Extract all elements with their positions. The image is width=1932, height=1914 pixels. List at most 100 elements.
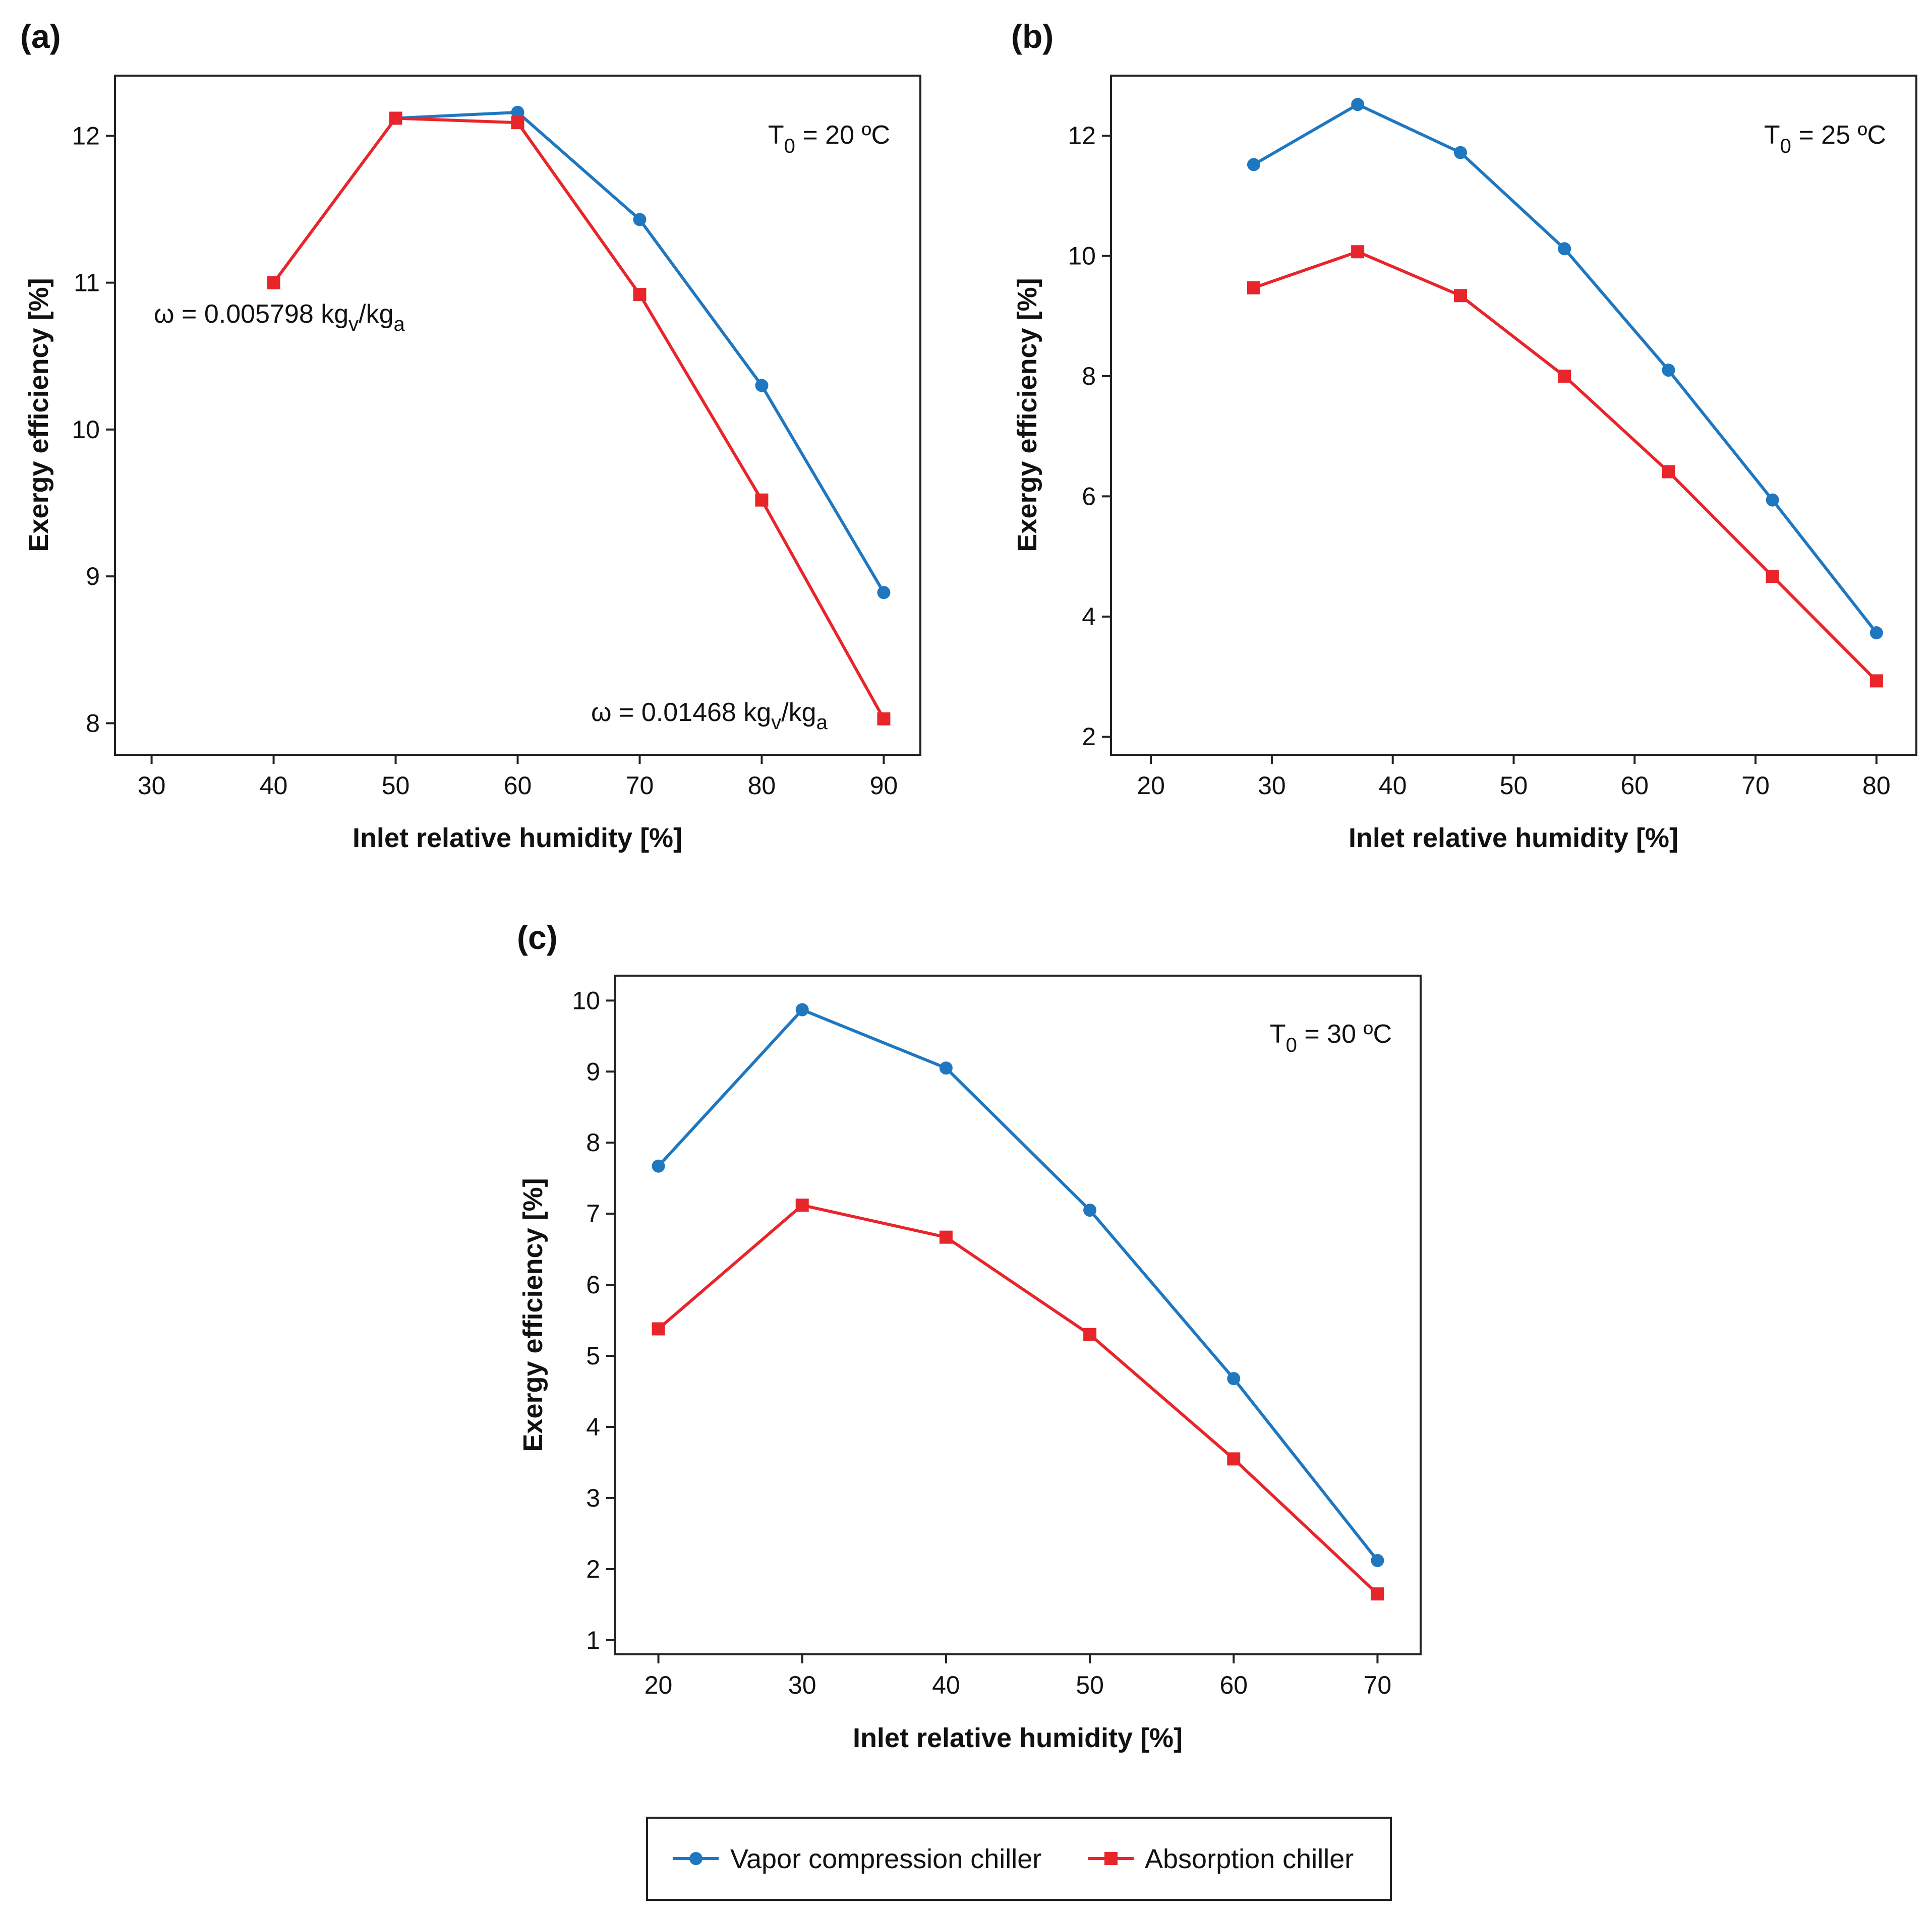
point-b-absorption-4 [1662,465,1675,478]
x-tick-label-c-70: 70 [1364,1671,1392,1699]
temperature-annotation-a: T0 = 20 ºC [768,121,890,157]
series-markers-a [267,105,891,726]
y-tick-label-c-2: 2 [586,1555,600,1583]
y-tick-label-c-3: 3 [586,1484,600,1512]
point-a-absorption-2 [511,116,524,130]
series-lines-a [272,110,886,720]
legend: Vapor compression chiller Absorption chi… [646,1817,1392,1901]
y-tick-label-b-2: 2 [1082,723,1096,751]
panel-label-b: (b) [1011,18,1053,55]
point-b-vapor-3 [1558,242,1571,256]
point-c-vapor-3 [1083,1204,1097,1217]
plot-frame-c [614,975,1422,1655]
point-a-absorption-1 [389,111,402,125]
x-tick-label-c-20: 20 [645,1671,673,1699]
omega-high-annotation: ω = 0.01468 kgv/kga [591,698,828,734]
temperature-annotation-b: T0 = 25 ºC [1764,121,1886,157]
panel-b: (b) 20 30 40 50 60 70 80 2 4 6 8 10 12 Inlet relativ… [1011,18,1917,853]
series-line-a-absorption [272,116,886,720]
series-line-c-vapor [657,1008,1379,1562]
x-tick-label-b-80: 80 [1862,771,1891,800]
legend-vapor-label: Vapor compression chiller [730,1844,1041,1874]
y-axis-title-b: Exergy efficiency [%] [1012,278,1042,552]
legend-box [646,1817,1392,1901]
point-c-vapor-0 [652,1159,665,1173]
y-tick-label-c-8: 8 [586,1128,600,1157]
series-markers-b [1247,98,1883,688]
x-tick-label-b-50: 50 [1500,771,1528,800]
point-b-absorption-5 [1766,569,1779,583]
point-c-absorption-4 [1227,1452,1241,1466]
point-b-absorption-2 [1453,289,1467,303]
x-axis-title-c: Inlet relative humidity [%] [853,1723,1183,1753]
y-tick-label-c-10: 10 [572,986,600,1014]
x-tick-label-c-40: 40 [932,1671,960,1699]
panel-label-c: (c) [517,919,558,956]
series-line-b-vapor [1253,103,1878,634]
x-tick-label-a-80: 80 [748,771,776,800]
panel-a: (a) 30 40 50 60 70 80 90 8 9 10 11 12 Inlet relativ… [20,18,921,853]
y-tick-label-b-6: 6 [1082,482,1096,510]
x-tick-label-b-60: 60 [1620,771,1649,800]
point-c-absorption-0 [652,1322,665,1336]
y-tick-label-c-7: 7 [586,1200,600,1228]
temperature-annotation-c: T0 = 30 ºC [1270,1020,1392,1056]
omega-low-annotation: ω = 0.005798 kgv/kga [154,300,405,335]
y-tick-label-c-6: 6 [586,1271,600,1299]
point-c-absorption-2 [939,1230,953,1244]
plot-frame-b [1110,75,1917,756]
y-tick-label-b-12: 12 [1068,122,1096,150]
series-lines-c [657,1008,1379,1595]
x-tick-label-a-60: 60 [504,771,532,800]
point-c-vapor-2 [939,1061,953,1075]
x-tick-label-b-20: 20 [1137,771,1165,800]
y-tick-label-a-9: 9 [86,562,100,590]
point-a-absorption-5 [877,712,891,726]
series-lines-b [1253,103,1878,682]
y-tick-label-b-4: 4 [1082,603,1096,631]
x-tick-label-a-90: 90 [870,771,898,800]
point-a-vapor-3 [755,379,769,392]
x-tick-label-c-30: 30 [788,1671,816,1699]
x-tick-label-a-30: 30 [138,771,166,800]
point-c-vapor-4 [1227,1372,1241,1386]
point-b-absorption-6 [1869,674,1883,688]
y-tick-label-a-11: 11 [74,269,100,297]
x-tick-label-b-40: 40 [1379,771,1407,800]
series-line-b-absorption [1253,250,1878,682]
point-b-absorption-1 [1351,245,1365,259]
y-tick-label-b-8: 8 [1082,362,1096,390]
legend-absorption-marker [1104,1852,1118,1865]
x-tick-label-c-60: 60 [1219,1671,1248,1699]
y-tick-label-a-10: 10 [72,415,100,444]
series-line-a-vapor [395,110,885,593]
point-a-absorption-4 [755,493,769,507]
point-a-absorption-3 [633,287,647,301]
x-tick-label-b-30: 30 [1258,771,1286,800]
x-axis-title-b: Inlet relative humidity [%] [1349,823,1678,853]
y-tick-label-c-4: 4 [586,1413,600,1441]
point-a-absorption-0 [267,276,280,289]
series-line-c-absorption [657,1204,1379,1595]
y-tick-label-a-8: 8 [86,709,100,737]
plot-frame-a [114,75,921,756]
y-tick-label-c-1: 1 [586,1626,600,1654]
point-c-absorption-1 [795,1199,809,1212]
y-axis-title-c: Exergy efficiency [%] [518,1178,548,1452]
point-a-vapor-1 [511,105,524,119]
point-b-vapor-4 [1662,364,1675,377]
panel-c: (c) 20 30 40 50 60 70 1 2 3 4 5 6 7 8 9 10 Inlet relati… [517,919,1422,1753]
point-c-absorption-3 [1083,1328,1097,1341]
point-c-vapor-1 [795,1003,809,1016]
point-b-absorption-0 [1247,281,1260,294]
y-tick-label-c-5: 5 [586,1342,600,1370]
x-tick-label-a-40: 40 [260,771,288,800]
point-b-vapor-1 [1351,98,1365,111]
x-tick-label-a-70: 70 [626,771,654,800]
point-a-vapor-2 [633,213,647,226]
y-tick-label-b-10: 10 [1068,242,1096,270]
panel-label-a: (a) [20,18,61,55]
point-b-vapor-5 [1766,493,1779,507]
point-b-vapor-6 [1869,626,1883,640]
series-markers-c [652,1003,1384,1601]
